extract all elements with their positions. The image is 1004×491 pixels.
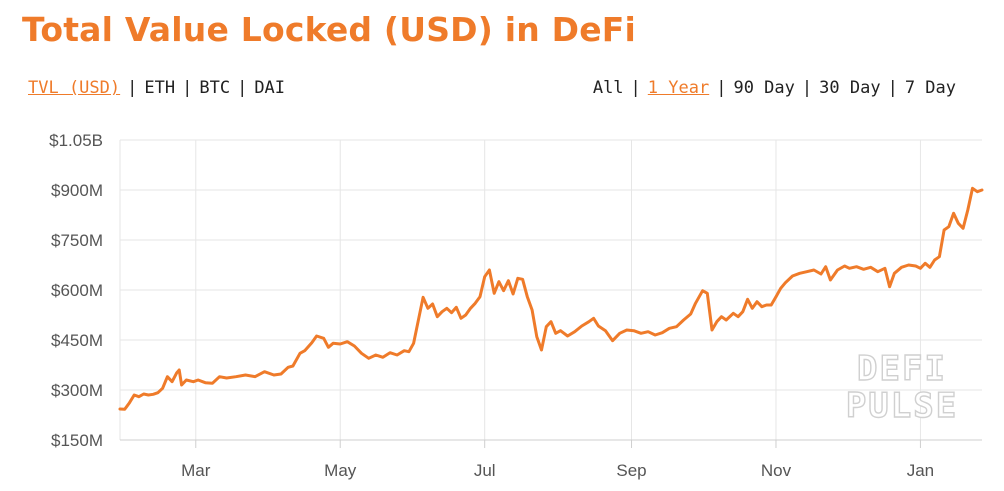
x-axis: Mar May Jul Sep Nov Jan	[181, 440, 934, 480]
separator: |	[630, 78, 641, 98]
y-tick-label: $300M	[51, 381, 103, 400]
metric-tabs: TVL (USD) | ETH | BTC | DAI	[28, 78, 285, 98]
tab-90-day[interactable]: 90 Day	[733, 78, 795, 98]
page-title: Total Value Locked (USD) in DeFi	[22, 10, 637, 49]
y-axis: $150M $300M $450M $600M $750M $900M $1.05B	[49, 131, 103, 450]
separator: |	[127, 78, 138, 98]
x-tick-label: Sep	[616, 461, 646, 480]
tab-30-day[interactable]: 30 Day	[819, 78, 881, 98]
y-tick-label: $600M	[51, 281, 103, 300]
watermark-line-2: PULSE	[846, 386, 958, 426]
tab-1-year[interactable]: 1 Year	[647, 78, 710, 98]
separator: |	[801, 78, 813, 98]
tab-btc[interactable]: BTC	[199, 78, 231, 98]
tab-all[interactable]: All	[592, 78, 624, 98]
y-tick-label: $750M	[51, 231, 103, 250]
x-tick-label: Jan	[907, 461, 934, 480]
range-tabs: All | 1 Year | 90 Day | 30 Day | 7 Day	[593, 78, 956, 98]
x-tick-label: May	[324, 461, 357, 480]
separator: |	[887, 78, 898, 98]
x-tick-label: Nov	[761, 461, 792, 480]
tab-7-day[interactable]: 7 Day	[904, 78, 956, 98]
x-tick-label: Mar	[181, 461, 211, 480]
tab-tvl-usd[interactable]: TVL (USD)	[28, 78, 121, 98]
separator: |	[182, 78, 193, 98]
chart-grid	[119, 139, 982, 441]
y-tick-label: $900M	[51, 181, 103, 200]
y-tick-label: $150M	[51, 431, 103, 450]
tab-eth[interactable]: ETH	[144, 78, 176, 98]
y-tick-label: $450M	[51, 331, 103, 350]
watermark-line-1: DEFI	[857, 349, 947, 389]
series-layer	[118, 186, 984, 411]
y-tick-label: $1.05B	[49, 131, 103, 150]
separator: |	[716, 78, 727, 98]
series-line-tvl	[118, 186, 984, 411]
tab-dai[interactable]: DAI	[254, 78, 286, 98]
separator: |	[237, 78, 248, 98]
x-tick-label: Jul	[474, 461, 496, 480]
defi-pulse-watermark: DEFI PULSE	[845, 348, 958, 426]
